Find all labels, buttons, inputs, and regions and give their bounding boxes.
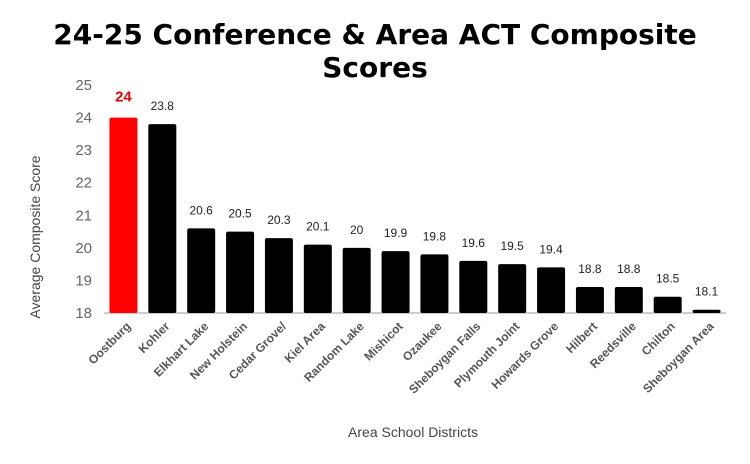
bar-ozaukee (420, 254, 449, 313)
data-label: 20.1 (306, 220, 330, 234)
bar-new-holstein (226, 231, 255, 313)
chart-title: 24-25 Conference & Area ACT Composite Sc… (53, 18, 697, 84)
bar-howards-grove (537, 267, 566, 313)
data-label: 23.8 (151, 99, 175, 113)
bar-sheboygan-area (692, 309, 721, 313)
x-tick-label: Howards Grove (489, 319, 562, 392)
y-axis-label: Average Composite Score (27, 155, 43, 318)
x-tick-label: Kohler (136, 319, 173, 356)
data-label: 24 (115, 89, 132, 106)
y-axis-ticks: 18 19 20 21 22 23 24 25 (75, 77, 92, 322)
bar-sheboygan-falls (459, 260, 488, 313)
bar-reedsville (614, 286, 643, 313)
bar-cedar-grove (264, 238, 293, 313)
x-axis-label: Area School Districts (348, 424, 478, 440)
x-tick-label: Oostburg (85, 319, 133, 367)
y-tick-label: 18 (75, 305, 92, 322)
bar-kiel-area (303, 244, 332, 313)
y-tick-label: 19 (75, 272, 92, 289)
data-label: 19.6 (462, 236, 486, 250)
data-label: 18.1 (695, 285, 719, 299)
data-label: 19.8 (423, 229, 447, 243)
x-tick-label: Sheboygan Falls (406, 319, 484, 397)
data-label: 19.4 (539, 242, 563, 256)
bar-plymouth-joint (498, 264, 527, 313)
data-label: 19.9 (384, 226, 408, 240)
bar-elkhart-lake (187, 228, 216, 313)
bar-oostburg (109, 117, 138, 313)
data-label: 20.6 (190, 203, 214, 217)
data-labels: 24 23.8 20.6 20.5 20.3 20.1 20 19.9 19.8 19.6 19.5… (115, 89, 718, 299)
y-tick-label: 20 (75, 240, 92, 257)
data-label: 20.3 (267, 213, 291, 227)
x-tick-label: Hilbert (563, 319, 600, 356)
data-label: 18.5 (656, 272, 680, 286)
bar-mishicot (381, 251, 410, 313)
data-label: 18.8 (578, 262, 602, 276)
x-tick-label: Chilton (639, 319, 678, 358)
bars (109, 117, 721, 313)
y-tick-label: 23 (75, 142, 92, 159)
bar-chilton (653, 296, 682, 313)
y-tick-label: 21 (75, 207, 92, 224)
y-tick-label: 24 (75, 110, 92, 127)
data-label: 20 (350, 223, 364, 237)
bar-kohler (148, 124, 177, 313)
y-tick-label: 25 (75, 77, 92, 94)
x-tick-label: Sheboygan Area (640, 319, 717, 396)
bar-random-lake (342, 247, 371, 313)
bar-hilbert (575, 286, 604, 313)
data-label: 20.5 (228, 207, 252, 221)
y-tick-label: 22 (75, 175, 92, 192)
data-label: 19.5 (501, 239, 525, 253)
data-label: 18.8 (617, 262, 641, 276)
x-tick-label: Mishicot (361, 319, 405, 363)
